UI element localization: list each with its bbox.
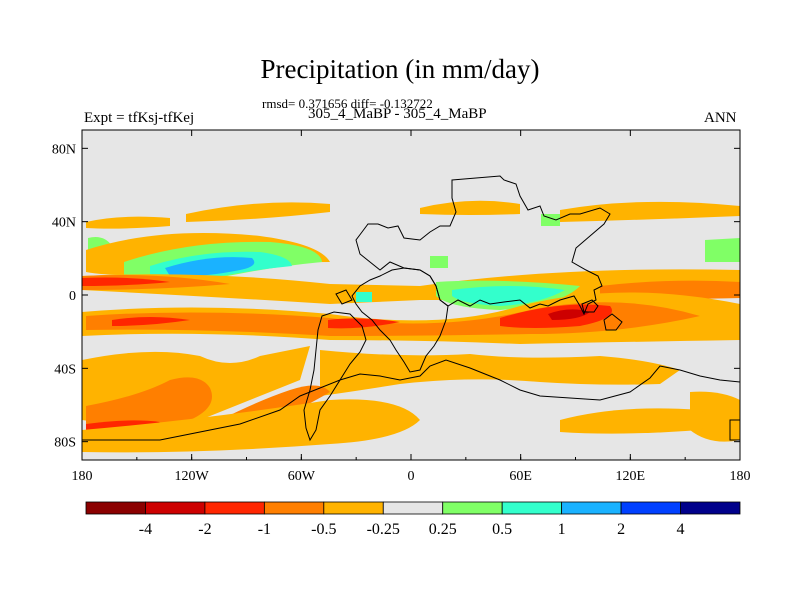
x-tick-label: 180 (72, 469, 93, 484)
page-title: Precipitation (in mm/day) (260, 54, 540, 84)
colorbar-box (680, 501, 741, 515)
colorbar-label: 1 (558, 521, 566, 538)
colorbar-box (323, 501, 384, 515)
y-tick-label: 40S (54, 362, 76, 377)
anomaly-n40-pacific (186, 202, 330, 222)
colorbar: -4 -2 -1 -0.5 -0.25 0.25 0.5 1 2 4 (85, 501, 741, 538)
colorbar-label: -1 (258, 521, 271, 538)
anomaly-n40-mid (420, 200, 520, 215)
anomaly-green-n30e (705, 238, 740, 262)
period-label: 305_4_MaBP - 305_4_MaBP (308, 106, 487, 122)
outline-maritime (581, 299, 599, 313)
y-tick-label: 80S (54, 436, 76, 451)
outline-africa (351, 267, 449, 373)
outline-australia (603, 313, 623, 331)
anomaly-n40-east (560, 201, 740, 222)
season-label: ANN (704, 110, 737, 126)
anomaly-indian-dark-red (548, 309, 590, 320)
x-tick-label: 120E (616, 469, 646, 484)
x-tick-label: 0 (408, 469, 415, 484)
y-tick-label: 40N (52, 216, 76, 231)
anomaly-strop-red-west (112, 317, 190, 326)
colorbar-label: 0.25 (429, 521, 457, 538)
colorbar-box (85, 501, 146, 515)
colorbar-box (145, 501, 206, 515)
x-tick-label: 60E (509, 469, 532, 484)
colorbar-label: -2 (198, 521, 211, 538)
anomaly-n40-west (86, 216, 170, 229)
anomaly-africa-cyan (452, 286, 565, 306)
anomaly-s-pacific-orange (86, 377, 212, 430)
colorbar-label: -0.25 (367, 521, 400, 538)
colorbar-box (382, 501, 444, 515)
outline-antarctic-coast (82, 359, 740, 441)
experiment-label: Expt = tfKsj-tfKej (84, 110, 195, 126)
x-tick-label: 180 (730, 469, 751, 484)
anomaly-ntrop-band (82, 269, 740, 304)
colorbar-label: -0.5 (311, 521, 336, 538)
colorbar-box (204, 501, 265, 515)
outline-se-box (729, 419, 740, 441)
anomaly-north-pacific-blue (165, 257, 255, 277)
outline-small-island (335, 289, 353, 305)
stats-label: rmsd= 0.371656 diff= -0.132722 (262, 96, 433, 111)
x-tick-label: 120W (175, 469, 210, 484)
y-tick-label: 80N (52, 142, 76, 157)
y-tick-label: 0 (69, 289, 76, 304)
colorbar-box (561, 501, 622, 515)
colorbar-box (442, 501, 503, 515)
colorbar-box (620, 501, 681, 515)
colorbar-label: 2 (617, 521, 625, 538)
colorbar-label: -4 (139, 521, 152, 538)
anomaly-strop-red-atlantic (328, 318, 400, 329)
axis-ticks (81, 130, 741, 460)
outline-eurasia (355, 175, 611, 316)
axis-labels: 180 120W 60W 0 60E 120E 180 80N 40N 0 40S 80S (52, 142, 751, 484)
outline-s-america (303, 311, 367, 442)
anomaly-ntrop-red (82, 277, 170, 286)
anomaly-s-subtrop-east (320, 350, 680, 396)
anomaly-cyan-n0w (356, 292, 372, 302)
anomaly-green-n5w (430, 256, 448, 268)
anomaly-s-far-east (690, 391, 740, 442)
continent-outlines (82, 175, 740, 442)
colorbar-box (263, 501, 325, 515)
colorbar-label: 4 (677, 521, 685, 538)
x-tick-label: 60W (288, 469, 316, 484)
anomaly-fields (82, 200, 740, 453)
colorbar-box (501, 501, 563, 515)
colorbar-label: 0.5 (492, 521, 512, 538)
anomaly-s-lowband-east (560, 408, 710, 434)
